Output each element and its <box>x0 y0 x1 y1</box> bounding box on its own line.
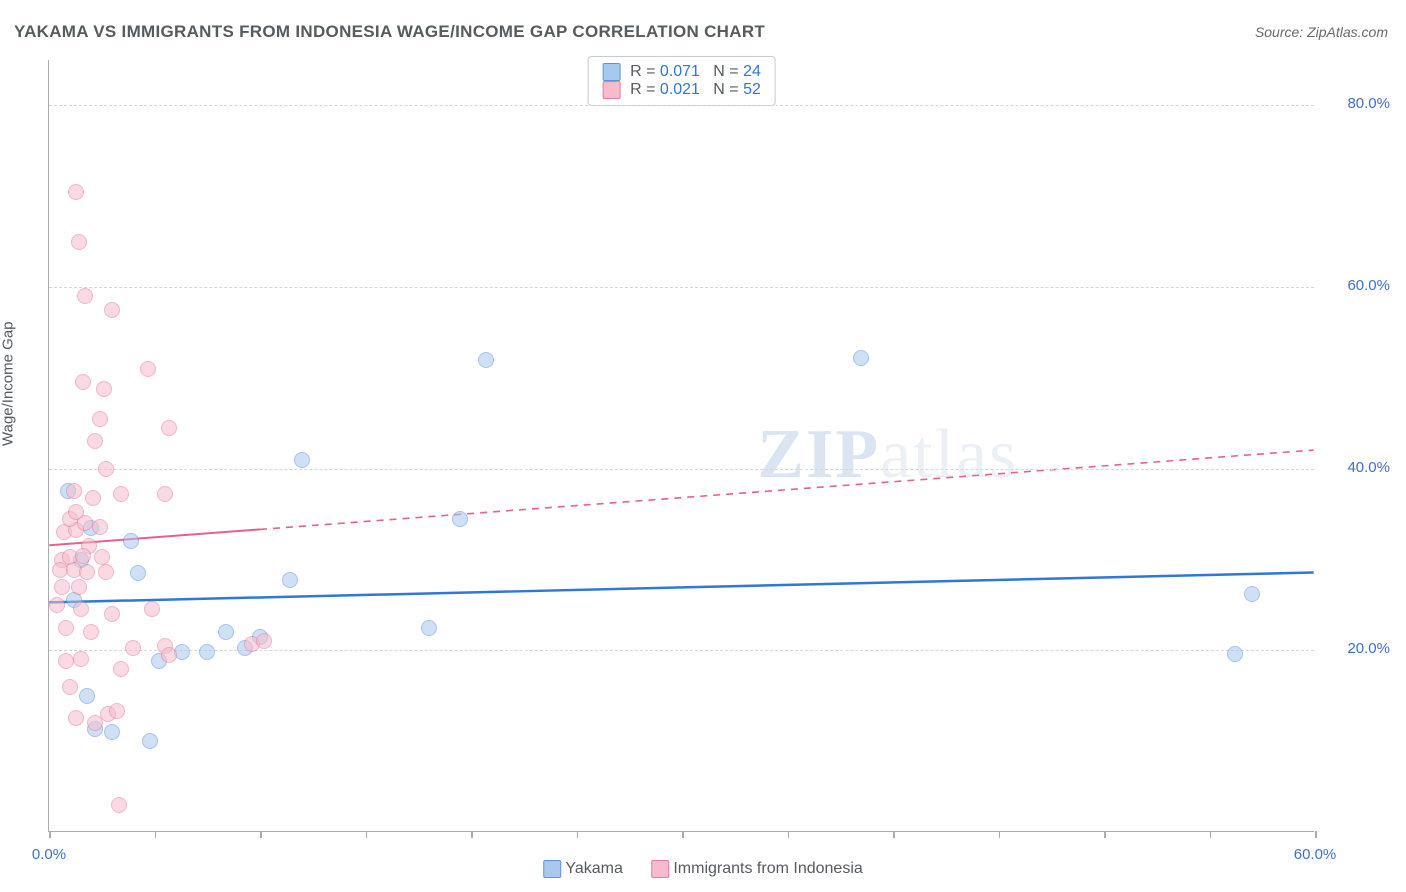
data-point <box>71 579 87 595</box>
data-point <box>52 562 68 578</box>
data-point <box>123 533 139 549</box>
data-point <box>421 620 437 636</box>
data-point <box>49 597 65 613</box>
data-point <box>853 350 869 366</box>
data-point <box>104 606 120 622</box>
data-point <box>75 548 91 564</box>
data-point <box>282 572 298 588</box>
data-point <box>294 452 310 468</box>
data-point <box>87 433 103 449</box>
data-point <box>142 733 158 749</box>
legend-swatch <box>602 81 620 99</box>
y-tick-label: 40.0% <box>1347 459 1390 476</box>
data-point <box>256 633 272 649</box>
data-point <box>68 710 84 726</box>
data-point <box>113 661 129 677</box>
legend-item-indonesia: Immigrants from Indonesia <box>651 860 863 878</box>
chart-container: YAKAMA VS IMMIGRANTS FROM INDONESIA WAGE… <box>0 0 1406 892</box>
data-point <box>104 302 120 318</box>
plot-area: ZIPatlas R = 0.071 N = 24R = 0.021 N = 5… <box>48 60 1314 832</box>
data-point <box>98 564 114 580</box>
data-point <box>130 565 146 581</box>
data-point <box>85 490 101 506</box>
data-point <box>96 381 112 397</box>
y-axis-label: Wage/Income Gap <box>0 321 17 446</box>
data-point <box>66 483 82 499</box>
data-point <box>125 640 141 656</box>
chart-title: YAKAMA VS IMMIGRANTS FROM INDONESIA WAGE… <box>14 22 765 42</box>
legend-swatch-yakama <box>543 860 561 878</box>
data-point <box>58 620 74 636</box>
data-point <box>452 511 468 527</box>
watermark-zip: ZIP <box>757 416 880 493</box>
data-point <box>77 288 93 304</box>
correlation-text: R = 0.021 N = 52 <box>630 81 761 99</box>
data-point <box>161 647 177 663</box>
data-point <box>104 724 120 740</box>
legend-label-yakama: Yakama <box>565 860 623 877</box>
data-point <box>62 679 78 695</box>
data-point <box>75 374 91 390</box>
data-point <box>92 411 108 427</box>
legend-swatch-indonesia <box>651 860 669 878</box>
legend-label-indonesia: Immigrants from Indonesia <box>673 860 862 877</box>
x-tick-label: 60.0% <box>1294 846 1337 863</box>
correlation-row: R = 0.021 N = 52 <box>602 81 761 99</box>
correlation-legend: R = 0.071 N = 24R = 0.021 N = 52 <box>587 56 776 106</box>
data-point <box>68 184 84 200</box>
trend-lines <box>49 60 1314 831</box>
data-point <box>73 601 89 617</box>
data-point <box>113 486 129 502</box>
y-tick-label: 80.0% <box>1347 95 1390 112</box>
data-point <box>79 564 95 580</box>
data-point <box>79 688 95 704</box>
legend-item-yakama: Yakama <box>543 860 623 878</box>
y-tick-label: 60.0% <box>1347 277 1390 294</box>
data-point <box>478 352 494 368</box>
correlation-text: R = 0.071 N = 24 <box>630 63 761 81</box>
data-point <box>98 461 114 477</box>
data-point <box>83 624 99 640</box>
data-point <box>199 644 215 660</box>
data-point <box>109 703 125 719</box>
data-point <box>94 549 110 565</box>
data-point <box>157 486 173 502</box>
watermark: ZIPatlas <box>757 415 1018 495</box>
data-point <box>140 361 156 377</box>
data-point <box>111 797 127 813</box>
watermark-atlas: atlas <box>880 416 1018 493</box>
data-point <box>87 715 103 731</box>
data-point <box>1227 646 1243 662</box>
data-point <box>161 420 177 436</box>
data-point <box>92 519 108 535</box>
series-legend: Yakama Immigrants from Indonesia <box>543 860 863 878</box>
legend-swatch <box>602 63 620 81</box>
correlation-row: R = 0.071 N = 24 <box>602 63 761 81</box>
source-attribution: Source: ZipAtlas.com <box>1255 24 1388 40</box>
data-point <box>1244 586 1260 602</box>
data-point <box>71 234 87 250</box>
data-point <box>73 651 89 667</box>
x-tick-label: 0.0% <box>32 846 66 863</box>
data-point <box>58 653 74 669</box>
data-point <box>144 601 160 617</box>
y-tick-label: 20.0% <box>1347 640 1390 657</box>
data-point <box>218 624 234 640</box>
data-point <box>68 504 84 520</box>
data-point <box>54 579 70 595</box>
